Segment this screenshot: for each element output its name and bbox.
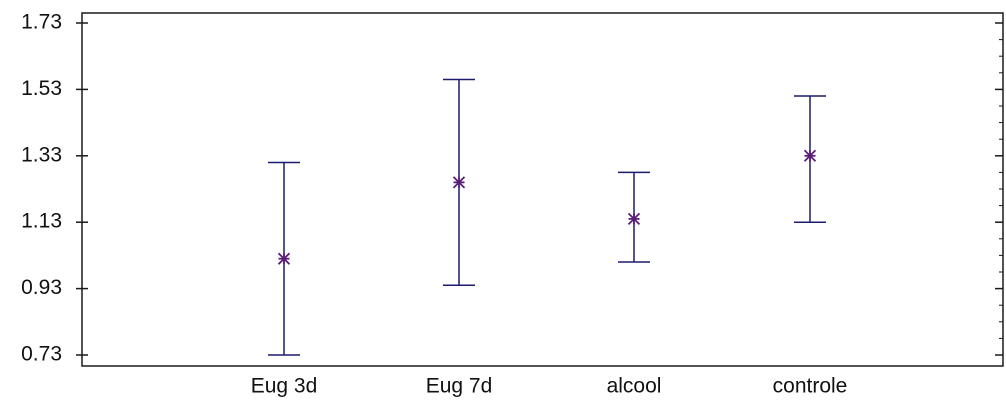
error-bar-series: [268, 78, 826, 356]
y-tick-label: 0.73: [21, 343, 62, 366]
y-axis: 0.73 0.93 1.13 1.33 1.53 1.73: [21, 11, 1003, 366]
y-tick-label: 1.73: [21, 11, 62, 34]
plot-frame: [81, 12, 1004, 367]
mean-marker: [627, 212, 641, 226]
x-tick-label: Eug 7d: [426, 375, 493, 398]
y-tick-label: 1.33: [21, 143, 62, 166]
x-tick-label: alcool: [607, 375, 662, 398]
mean-marker-stroke: [627, 212, 641, 226]
x-axis: Eug 3d Eug 7d alcool controle: [251, 375, 848, 398]
error-bar-point: [794, 95, 826, 223]
y-tick-label: 0.93: [21, 276, 62, 299]
y-tick-label: 1.53: [21, 77, 62, 100]
error-bar-point: [443, 78, 475, 287]
error-bar-point: [268, 161, 300, 356]
mean-marker-stroke: [452, 176, 466, 189]
x-tick-label: controle: [773, 375, 848, 398]
y-tick-label: 1.13: [21, 210, 62, 233]
mean-marker-stroke: [277, 252, 291, 265]
mean-marker-stroke: [803, 149, 817, 162]
x-tick-label: Eug 3d: [251, 375, 318, 398]
mean-marker: [452, 176, 466, 189]
mean-marker: [277, 252, 291, 265]
mean-marker: [803, 149, 817, 162]
error-bar-point: [618, 171, 650, 263]
